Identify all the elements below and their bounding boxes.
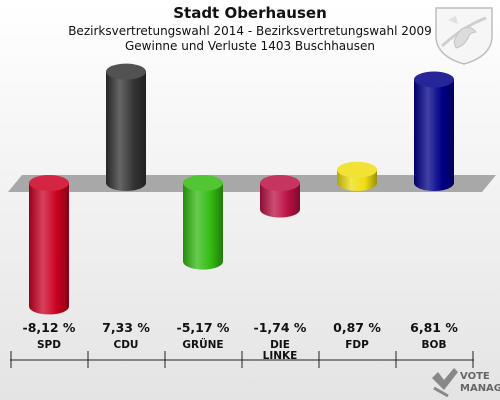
category-label: GRÜNE [182,337,223,351]
chart-title: Stadt Oberhausen [173,4,327,22]
value-label: 6,81 % [410,320,458,335]
bar-top-cap [414,71,454,88]
chart-subtitle-district: Gewinne und Verluste 1403 Buschhausen [125,39,375,53]
bar-body [29,183,69,315]
value-label: -8,12 % [23,320,76,335]
value-label: 0,87 % [333,320,381,335]
bar-top-cap [29,175,69,191]
bar-body [260,183,300,218]
bar-spd [29,175,69,315]
value-label: -5,17 % [177,320,230,335]
bar-bob [414,71,454,191]
bar-body [183,183,223,270]
value-label: 7,33 % [102,320,150,335]
value-label: -1,74 % [254,320,307,335]
bar-body [106,71,146,191]
bar-grüne [183,175,223,270]
category-label: SPD [37,339,61,351]
logo-text-vote: VOTE [460,371,490,382]
check-mark-icon [432,368,458,398]
category-label: DIE [270,339,290,351]
category-label: FDP [345,339,369,351]
bar-top-cap [337,161,377,178]
bar-top-cap [260,175,300,191]
bar-cdu [106,63,146,191]
bar-top-cap [106,63,146,80]
vote-manager-logo: VOTE MANAGER [432,368,500,398]
category-label: BOB [422,339,447,351]
logo-text-manager: MANAGER [460,383,500,394]
category-label: CDU [114,339,139,351]
category-label: LINKE [263,350,298,362]
bar-body [414,79,454,191]
chart-subtitle-election: Bezirksvertretungswahl 2014 - Bezirksver… [68,24,432,38]
bar-die-linke [260,175,300,218]
bar-top-cap [183,175,223,191]
coat-of-arms-icon [435,7,493,65]
bar-fdp [337,161,377,191]
plot-area: -8,12 % SPD 7,33 % CDU -5,17 % GRÜNE -1,74 % DI… [8,63,496,368]
